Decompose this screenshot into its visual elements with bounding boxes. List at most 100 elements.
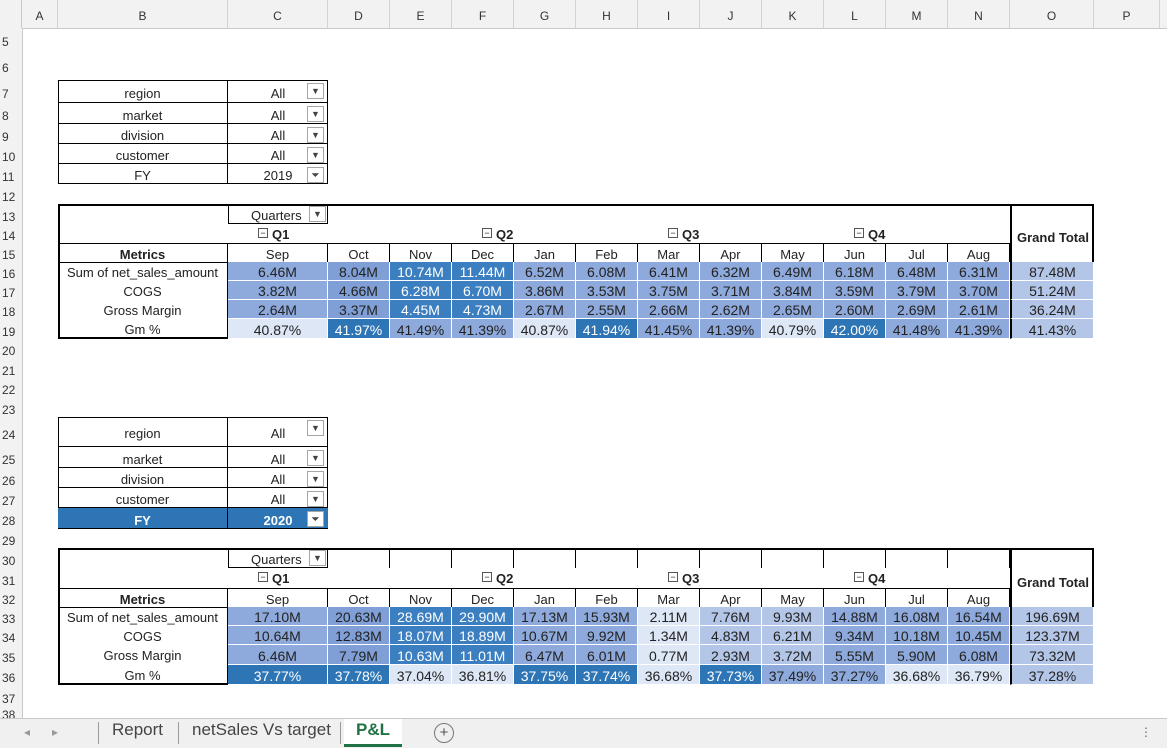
filter-label-customer: customer xyxy=(58,488,228,508)
row-header-10[interactable]: 10 xyxy=(2,150,16,164)
value-cell: 41.94% xyxy=(576,319,638,339)
column-header-e[interactable]: E xyxy=(390,0,452,28)
column-header-j[interactable]: J xyxy=(700,0,762,28)
row-header-37[interactable]: 37 xyxy=(2,692,16,706)
row-header-11[interactable]: 11 xyxy=(2,170,15,184)
column-header-i[interactable]: I xyxy=(638,0,700,28)
column-header-n[interactable]: N xyxy=(948,0,1010,28)
dropdown-arrow-icon[interactable]: ▼ xyxy=(309,206,326,222)
filter-value-region[interactable]: All xyxy=(228,417,328,447)
column-header-b[interactable]: B xyxy=(58,0,228,28)
row-header-9[interactable]: 9 xyxy=(2,130,9,144)
dropdown-arrow-icon[interactable]: ▼ xyxy=(307,491,324,507)
row-header-26[interactable]: 26 xyxy=(2,474,16,488)
row-header-20[interactable]: 20 xyxy=(2,344,16,358)
dropdown-arrow-icon[interactable]: ▼ xyxy=(309,550,326,566)
scroll-right-icon[interactable]: ▸ xyxy=(52,725,59,739)
row-header-6[interactable]: 6 xyxy=(2,61,9,75)
filter-value-market[interactable]: All xyxy=(228,447,328,468)
row-header-31[interactable]: 31 xyxy=(2,574,16,588)
filter-value-fy[interactable]: 2020 xyxy=(228,508,328,529)
empty-header-cell xyxy=(514,548,576,568)
tab-pnl[interactable]: P&L xyxy=(344,719,402,747)
quarters-field-button[interactable]: Quarters xyxy=(228,204,328,224)
value-cell: 41.49% xyxy=(390,319,452,339)
grand-total-cell: 123.37M xyxy=(1010,626,1094,645)
row-header-19[interactable]: 19 xyxy=(2,325,16,339)
row-header-30[interactable]: 30 xyxy=(2,554,16,568)
collapse-icon[interactable]: − xyxy=(482,228,492,238)
row-header-22[interactable]: 22 xyxy=(2,383,16,397)
column-header-m[interactable]: M xyxy=(886,0,948,28)
row-header-29[interactable]: 29 xyxy=(2,534,16,548)
column-header-g[interactable]: G xyxy=(514,0,576,28)
row-header-21[interactable]: 21 xyxy=(2,364,16,378)
row-header-13[interactable]: 13 xyxy=(2,210,16,224)
value-cell: 3.75M xyxy=(638,281,700,300)
column-header-p[interactable]: P xyxy=(1094,0,1160,28)
value-cell: 41.97% xyxy=(328,319,390,339)
tab-netsales-vs-target[interactable]: netSales Vs target xyxy=(192,720,331,739)
dropdown-arrow-icon[interactable]: ▼ xyxy=(307,83,324,99)
filter-value-fy[interactable]: 2019 xyxy=(228,164,328,184)
collapse-icon[interactable]: − xyxy=(482,572,492,582)
more-options-icon[interactable]: ⋮ xyxy=(1140,725,1152,739)
row-header-17[interactable]: 17 xyxy=(2,286,16,300)
row-header-5[interactable]: 5 xyxy=(2,35,9,49)
row-header-38[interactable]: 38 xyxy=(2,708,16,718)
metric-label: Gm % xyxy=(58,665,228,685)
scroll-left-icon[interactable]: ◂ xyxy=(24,725,31,739)
filter-value-region[interactable]: All xyxy=(228,80,328,103)
column-header-k[interactable]: K xyxy=(762,0,824,28)
filter-applied-icon[interactable]: ⏷ xyxy=(307,511,324,527)
row-header-16[interactable]: 16 xyxy=(2,267,16,281)
filter-value-division[interactable]: All xyxy=(228,468,328,488)
row-header-7[interactable]: 7 xyxy=(2,87,9,101)
collapse-icon[interactable]: − xyxy=(854,572,864,582)
row-header-23[interactable]: 23 xyxy=(2,403,16,417)
row-header-28[interactable]: 28 xyxy=(2,514,16,528)
row-header-25[interactable]: 25 xyxy=(2,453,16,467)
dropdown-arrow-icon[interactable]: ▼ xyxy=(307,450,324,466)
row-header-18[interactable]: 18 xyxy=(2,305,16,319)
column-header-d[interactable]: D xyxy=(328,0,390,28)
dropdown-arrow-icon[interactable]: ▼ xyxy=(307,420,324,436)
row-header-12[interactable]: 12 xyxy=(2,190,16,204)
collapse-icon[interactable]: − xyxy=(258,572,268,582)
row-header-27[interactable]: 27 xyxy=(2,494,16,508)
dropdown-arrow-icon[interactable]: ▼ xyxy=(307,147,324,163)
collapse-icon[interactable]: − xyxy=(258,228,268,238)
dropdown-arrow-icon[interactable]: ▼ xyxy=(307,127,324,143)
filter-value-market[interactable]: All xyxy=(228,103,328,124)
row-header-35[interactable]: 35 xyxy=(2,651,16,665)
row-header-34[interactable]: 34 xyxy=(2,631,16,645)
collapse-icon[interactable]: − xyxy=(668,572,678,582)
tab-report[interactable]: Report xyxy=(112,720,164,739)
row-header-14[interactable]: 14 xyxy=(2,229,16,243)
row-header-36[interactable]: 36 xyxy=(2,671,16,685)
add-sheet-icon[interactable]: + xyxy=(434,723,454,743)
select-all-corner[interactable] xyxy=(0,0,22,28)
collapse-icon[interactable]: − xyxy=(854,228,864,238)
column-header-o[interactable]: O xyxy=(1010,0,1094,28)
row-header-32[interactable]: 32 xyxy=(2,593,16,607)
filter-value-customer[interactable]: All xyxy=(228,488,328,508)
dropdown-arrow-icon[interactable]: ▼ xyxy=(307,106,324,122)
column-header-c[interactable]: C xyxy=(228,0,328,28)
filter-applied-icon[interactable]: ⏷ xyxy=(307,167,324,183)
row-header-15[interactable]: 15 xyxy=(2,248,16,262)
filter-value-division[interactable]: All xyxy=(228,124,328,144)
column-header-a[interactable]: A xyxy=(22,0,58,28)
row-header-33[interactable]: 33 xyxy=(2,612,16,626)
column-header-f[interactable]: F xyxy=(452,0,514,28)
column-header-l[interactable]: L xyxy=(824,0,886,28)
quarters-field-button[interactable]: Quarters xyxy=(228,548,328,568)
quarter-header-q4: Q4 xyxy=(868,571,886,586)
dropdown-arrow-icon[interactable]: ▼ xyxy=(307,471,324,487)
row-header-8[interactable]: 8 xyxy=(2,109,9,123)
filter-value-customer[interactable]: All xyxy=(228,144,328,164)
column-header-h[interactable]: H xyxy=(576,0,638,28)
header-divider xyxy=(58,588,1010,589)
row-header-24[interactable]: 24 xyxy=(2,428,16,442)
collapse-icon[interactable]: − xyxy=(668,228,678,238)
